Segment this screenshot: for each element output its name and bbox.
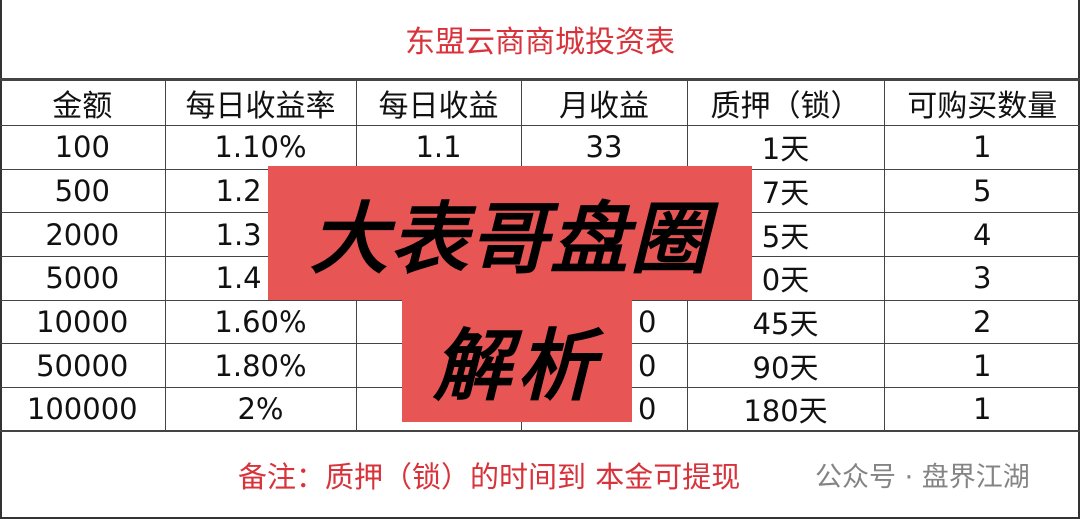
header-cell: 每日收益率	[164, 80, 357, 126]
table-cell: 10000	[0, 299, 166, 345]
table-row: 100 1.10% 1.1 33 1天 1	[0, 125, 1080, 170]
table-cell: 500	[0, 168, 166, 214]
table-cell: 2	[883, 299, 1080, 345]
header-cell: 每日收益	[355, 80, 522, 126]
table-title: 东盟云商商城投资表	[0, 0, 1080, 80]
table-cell: 1.60%	[164, 299, 357, 345]
table-cell: 1	[883, 387, 1080, 432]
header-row: 金额 每日收益率 每日收益 月收益 质押（锁） 可购买数量	[0, 80, 1080, 126]
footer-note: 备注：质押（锁）的时间到 本金可提现	[0, 430, 1080, 519]
table-cell: 33	[520, 125, 688, 170]
table-cell: 1.10%	[164, 125, 357, 170]
table-cell: 1	[883, 125, 1080, 170]
table-cell: 100000	[0, 387, 166, 432]
table-cell: 50000	[0, 343, 166, 389]
header-cell: 金额	[0, 80, 166, 126]
table-cell: 1	[883, 343, 1080, 389]
watermark: 公众号 · 盘界江湖	[815, 462, 1030, 493]
table-cell: 2000	[0, 212, 166, 258]
table-cell: 5000	[0, 256, 166, 301]
table-cell: 100	[0, 125, 166, 170]
table-cell: 1.1	[355, 125, 522, 170]
table-cell: 1天	[686, 125, 885, 170]
table-cell: 2%	[164, 387, 357, 432]
table-cell: 5	[883, 168, 1080, 214]
header-cell: 可购买数量	[883, 80, 1080, 126]
table-cell: 1.80%	[164, 343, 357, 389]
overlay-banner-top: 大表哥盘圈	[268, 166, 752, 300]
table-cell: 3	[883, 256, 1080, 301]
header-cell: 质押（锁）	[686, 80, 885, 126]
table-cell: 180天	[686, 387, 885, 432]
header-cell: 月收益	[520, 80, 688, 126]
table-cell: 90天	[686, 343, 885, 389]
table-cell: 45天	[686, 299, 885, 345]
table-cell: 4	[883, 212, 1080, 258]
overlay-banner-bottom: 解析	[402, 298, 632, 422]
